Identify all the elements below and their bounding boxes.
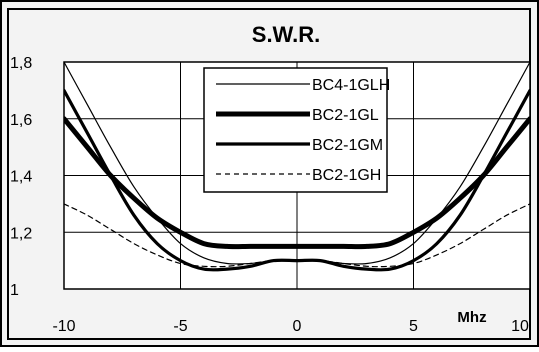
x-tick-label: 0 bbox=[293, 318, 302, 335]
x-tick-label: -5 bbox=[173, 318, 187, 335]
legend-label: BC2-1GH bbox=[312, 167, 381, 184]
legend-label: BC2-1GL bbox=[312, 107, 379, 124]
x-tick-label: -10 bbox=[52, 318, 75, 335]
x-axis-unit-label: Mhz bbox=[457, 309, 486, 326]
series-line-bc2-1gh bbox=[64, 203, 530, 268]
legend-box bbox=[203, 67, 388, 193]
x-tick-label: 10 bbox=[511, 318, 529, 335]
legend-label: BC2-1GM bbox=[312, 137, 383, 154]
y-tick-label: 1,8 bbox=[10, 55, 32, 72]
y-tick-label: 1,6 bbox=[10, 112, 32, 129]
legend-label: BC4-1GLH bbox=[312, 77, 390, 94]
y-tick-label: 1,4 bbox=[10, 169, 32, 186]
tick-labels: 1 1,2 1,4 1,6 1,8 -10 -5 0 5 10 bbox=[10, 55, 529, 335]
y-tick-label: 1 bbox=[10, 282, 19, 299]
series-lines bbox=[64, 61, 530, 272]
series-line-bc2-1gl bbox=[64, 116, 530, 250]
chart-title: S.W.R. bbox=[252, 22, 320, 47]
y-tick-label: 1,2 bbox=[10, 225, 32, 242]
x-tick-label: 5 bbox=[409, 318, 418, 335]
legend: BC4-1GLH BC2-1GL BC2-1GM BC2-1GH bbox=[203, 67, 390, 193]
